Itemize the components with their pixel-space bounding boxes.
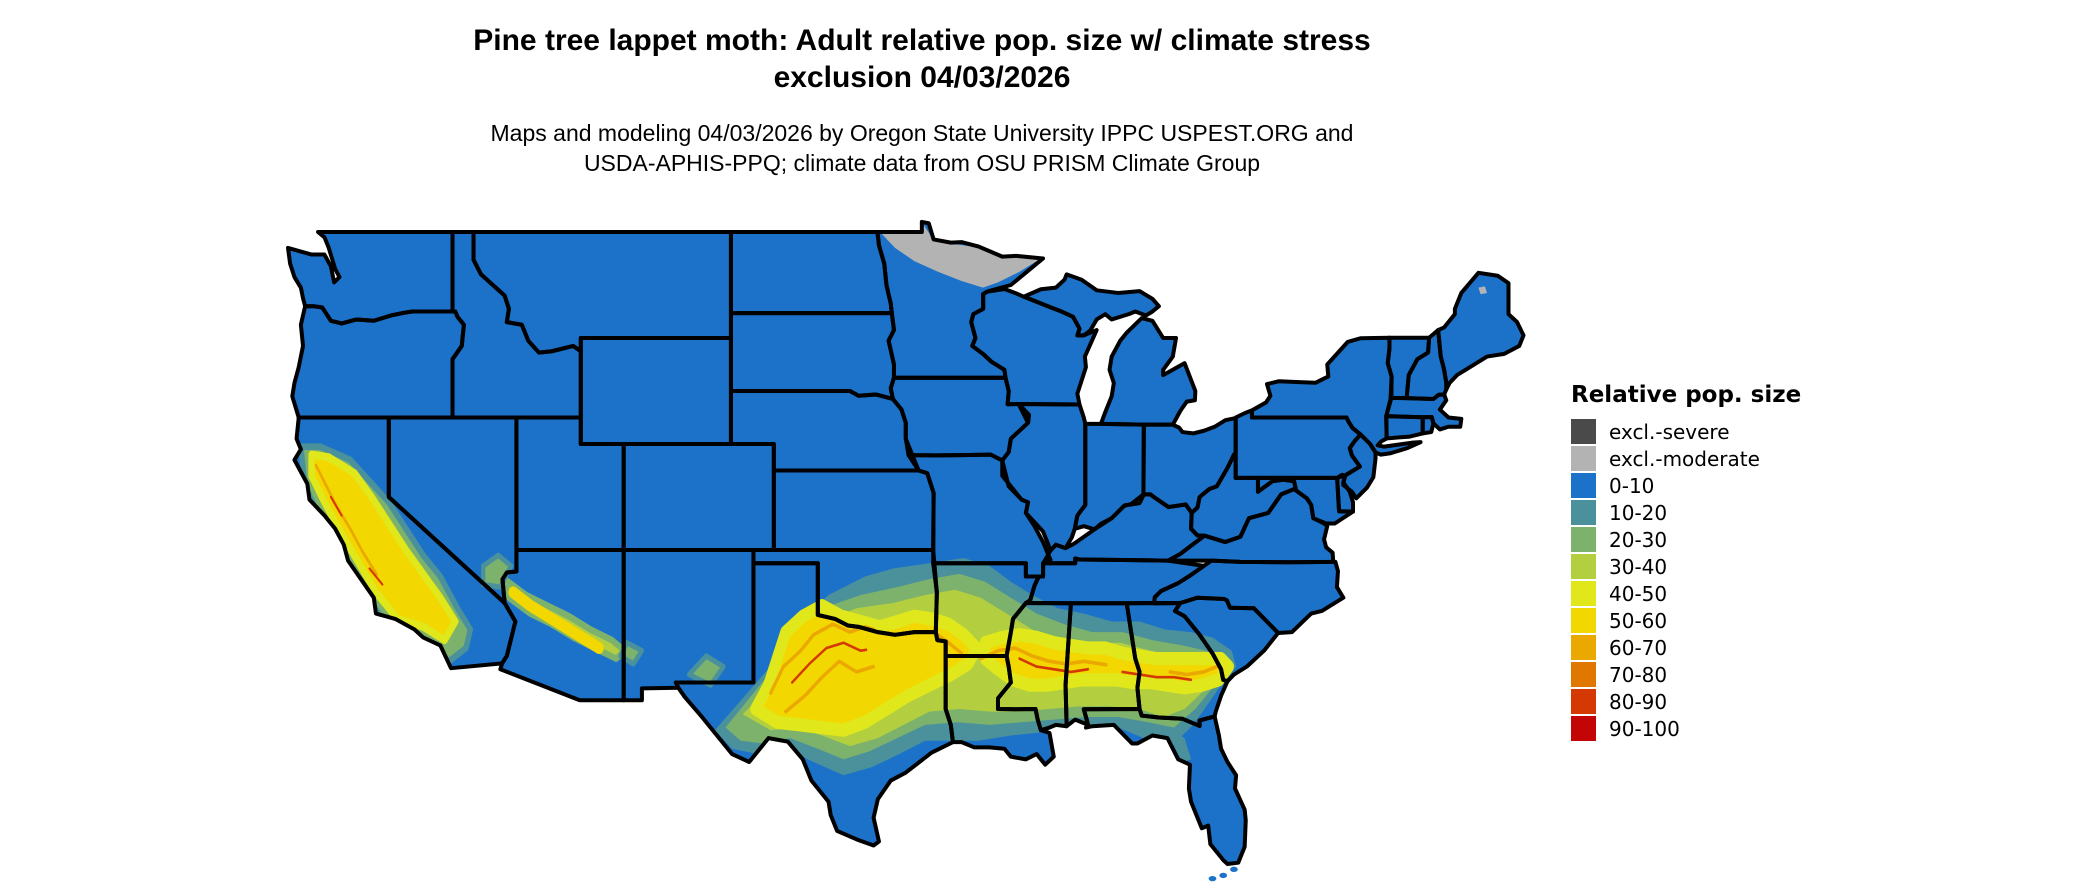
map-legend: Relative pop. size excl.-severe excl.-mod… xyxy=(1571,382,1801,742)
legend-item: 0-10 xyxy=(1571,472,1801,499)
legend-rows: excl.-severe excl.-moderate 0-10 10-20 20-30… xyxy=(1571,418,1801,742)
heat-line-80-90 xyxy=(329,495,343,517)
heat-line-50-60 xyxy=(508,586,604,655)
state-border-TX xyxy=(676,563,953,845)
legend-item: 50-60 xyxy=(1571,607,1801,634)
legend-label: 0-10 xyxy=(1609,473,1655,498)
figure-subtitle-line2: USDA-APHIS-PPQ; climate data from OSU PR… xyxy=(583,150,1261,176)
legend-swatch xyxy=(1571,446,1596,471)
legend-label: 30-40 xyxy=(1609,554,1668,579)
legend-label: 20-30 xyxy=(1609,527,1668,552)
heat-line-60-70 xyxy=(979,646,1219,677)
state-border-FL xyxy=(1084,709,1246,864)
heat-line-80-90 xyxy=(1018,657,1090,674)
figure-subtitle-line1: Maps and modeling 04/03/2026 by Oregon S… xyxy=(490,120,1354,146)
florida-keys-dot xyxy=(1219,872,1228,879)
legend-label: 50-60 xyxy=(1609,608,1668,633)
state-border-OH xyxy=(1143,418,1235,513)
florida-keys-dot xyxy=(1208,875,1217,882)
legend-item: 40-50 xyxy=(1571,580,1801,607)
heat-line-60-70 xyxy=(314,463,434,632)
legend-title: Relative pop. size xyxy=(1571,382,1802,408)
legend-label: 40-50 xyxy=(1609,581,1668,606)
legend-swatch xyxy=(1571,662,1596,687)
legend-label: 90-100 xyxy=(1609,716,1680,741)
title-block: Pine tree lappet moth: Adult relative po… xyxy=(0,22,1844,96)
legend-swatch xyxy=(1571,689,1596,714)
legend-swatch xyxy=(1571,554,1596,579)
state-border-NJ xyxy=(1343,434,1375,498)
state-border-MIL xyxy=(1101,318,1195,425)
legend-swatch xyxy=(1571,716,1596,741)
legend-label: excl.-severe xyxy=(1609,419,1730,444)
legend-swatch xyxy=(1571,500,1596,525)
state-border-MIU xyxy=(1024,274,1159,335)
subtitle-block: Maps and modeling 04/03/2026 by Oregon S… xyxy=(0,118,1844,178)
figure-title-line1: Pine tree lappet moth: Adult relative po… xyxy=(473,24,1371,57)
figure-title-line2: exclusion 04/03/2026 xyxy=(773,61,1071,94)
heat-line-80-90 xyxy=(368,567,384,586)
florida-keys-dot xyxy=(1230,866,1238,872)
state-border-IL xyxy=(1002,404,1085,551)
legend-swatch xyxy=(1571,581,1596,606)
legend-item: 10-20 xyxy=(1571,499,1801,526)
legend-swatch xyxy=(1571,527,1596,552)
heat-line-80-90 xyxy=(1121,670,1193,682)
legend-label: 80-90 xyxy=(1609,689,1668,714)
heat-region-excl.-moderate xyxy=(1478,286,1488,295)
state-borders xyxy=(288,222,1524,864)
legend-item: 60-70 xyxy=(1571,634,1801,661)
legend-label: 10-20 xyxy=(1609,500,1668,525)
heat-region-10-20 xyxy=(1169,732,1192,762)
legend-item: 90-100 xyxy=(1571,715,1801,742)
legend-label: excl.-moderate xyxy=(1609,446,1760,471)
heat-line-60-70 xyxy=(784,659,876,714)
heat-region-excl.-moderate xyxy=(880,222,1041,288)
legend-item: excl.-severe xyxy=(1571,418,1801,445)
legend-swatch xyxy=(1571,635,1596,660)
legend-label: 70-80 xyxy=(1609,662,1668,687)
state-border-ME xyxy=(1438,273,1523,390)
legend-item: 80-90 xyxy=(1571,688,1801,715)
legend-item: 20-30 xyxy=(1571,526,1801,553)
legend-swatch xyxy=(1571,419,1596,444)
state-fills xyxy=(287,221,1524,865)
legend-item: 30-40 xyxy=(1571,553,1801,580)
legend-label: 60-70 xyxy=(1609,635,1668,660)
legend-item: 70-80 xyxy=(1571,661,1801,688)
heat-region-50-60 xyxy=(308,450,459,645)
legend-swatch xyxy=(1571,608,1596,633)
legend-item: excl.-moderate xyxy=(1571,445,1801,472)
heat-line-80-90 xyxy=(791,641,931,684)
legend-swatch xyxy=(1571,473,1596,498)
